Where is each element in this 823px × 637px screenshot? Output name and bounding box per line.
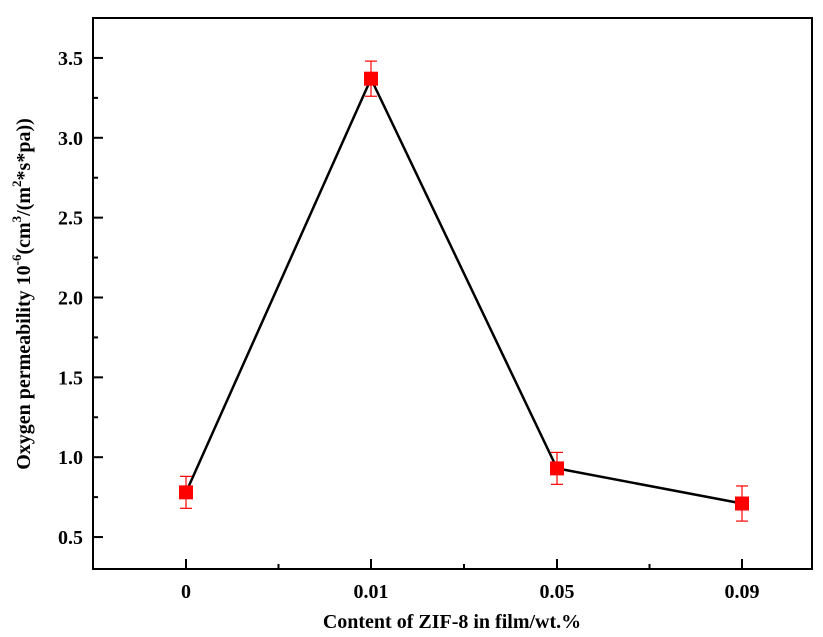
y-axis-title-exp1: -6 xyxy=(9,254,24,265)
series-group xyxy=(179,60,749,522)
y-axis-title-suffix: *s*pa)) xyxy=(13,118,35,180)
x-tick-label: 0.01 xyxy=(354,581,389,603)
x-axis: 0 0.01 0.05 0.09 xyxy=(181,559,760,603)
x-tick-label: 0 xyxy=(181,581,191,603)
plot-frame xyxy=(92,17,813,570)
data-point xyxy=(364,71,378,86)
y-tick-label: 3.5 xyxy=(58,48,83,70)
y-tick-label: 2.0 xyxy=(58,287,83,309)
y-tick-label: 2.5 xyxy=(58,208,83,230)
y-tick-label: 1.5 xyxy=(58,367,83,389)
y-tick-label: 3.0 xyxy=(58,128,83,150)
data-point xyxy=(179,485,193,500)
y-axis-title-prefix: Oxygen permeability 10 xyxy=(13,265,35,469)
x-axis-title: Content of ZIF-8 in film/wt.% xyxy=(323,611,581,633)
x-tick-label: 0.05 xyxy=(540,581,575,603)
x-tick-label: 0.09 xyxy=(725,581,760,603)
y-axis-title-mid1: (cm xyxy=(13,222,35,255)
data-point xyxy=(550,461,564,476)
y-axis-title-exp2: 3 xyxy=(9,215,24,222)
y-axis-title-exp3: 2 xyxy=(9,180,24,187)
y-axis-title-mid2: /(m xyxy=(13,187,35,217)
y-tick-label: 1.0 xyxy=(58,447,83,469)
y-tick-label: 0.5 xyxy=(58,527,83,549)
y-axis-title: Oxygen permeability 10-6(cm3/(m2*s*pa)) xyxy=(9,118,35,470)
y-axis: 0.5 1.0 1.5 2.0 2.5 3.0 3.5 xyxy=(58,48,103,549)
data-point xyxy=(735,496,749,511)
series-line xyxy=(184,75,743,505)
